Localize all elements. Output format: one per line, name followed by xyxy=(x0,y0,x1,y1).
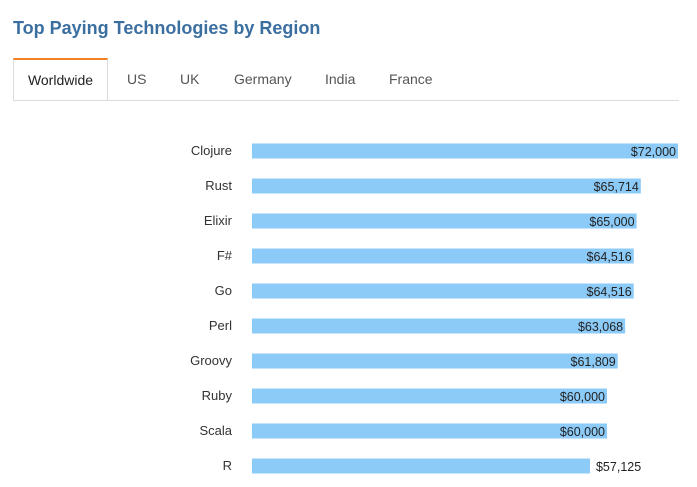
value-label-rust: $65,714 xyxy=(594,180,639,194)
value-label-perl: $63,068 xyxy=(578,320,623,334)
tab-uk[interactable]: UK xyxy=(180,71,200,87)
bar-scala xyxy=(252,423,607,439)
page-title: Top Paying Technologies by Region xyxy=(13,18,321,38)
category-label-f: F# xyxy=(217,248,233,263)
value-label-groovy: $61,809 xyxy=(571,355,616,369)
bar-clojure xyxy=(252,143,678,159)
value-label-clojure: $72,000 xyxy=(631,145,676,159)
bar-groovy xyxy=(252,353,618,369)
value-label-scala: $60,000 xyxy=(560,425,605,439)
bar-f xyxy=(252,248,634,264)
tab-france[interactable]: France xyxy=(389,71,433,87)
bar-ruby xyxy=(252,388,607,404)
region-tab-bar: Worldwide US UK Germany India France xyxy=(13,58,679,101)
bar-elixir xyxy=(252,213,637,229)
category-label-elixir: Elixir xyxy=(204,213,233,228)
category-label-rust: Rust xyxy=(205,178,232,193)
value-label-f: $64,516 xyxy=(587,250,632,264)
category-label-clojure: Clojure xyxy=(191,143,232,158)
bar-rust xyxy=(252,178,641,194)
category-label-r: R xyxy=(223,458,232,473)
category-label-groovy: Groovy xyxy=(190,353,232,368)
value-label-elixir: $65,000 xyxy=(589,215,634,229)
tab-india[interactable]: India xyxy=(325,71,356,87)
tab-germany[interactable]: Germany xyxy=(234,71,292,87)
category-label-ruby: Ruby xyxy=(202,388,233,403)
category-label-perl: Perl xyxy=(209,318,232,333)
bar-perl xyxy=(252,318,626,334)
value-label-r: $57,125 xyxy=(596,460,641,474)
tab-worldwide[interactable]: Worldwide xyxy=(13,58,108,100)
bar-r xyxy=(252,458,590,474)
category-label-scala: Scala xyxy=(199,423,232,438)
bar-go xyxy=(252,283,634,299)
category-label-go: Go xyxy=(215,283,232,298)
tab-us[interactable]: US xyxy=(127,71,147,87)
value-label-go: $64,516 xyxy=(587,285,632,299)
value-label-ruby: $60,000 xyxy=(560,390,605,404)
